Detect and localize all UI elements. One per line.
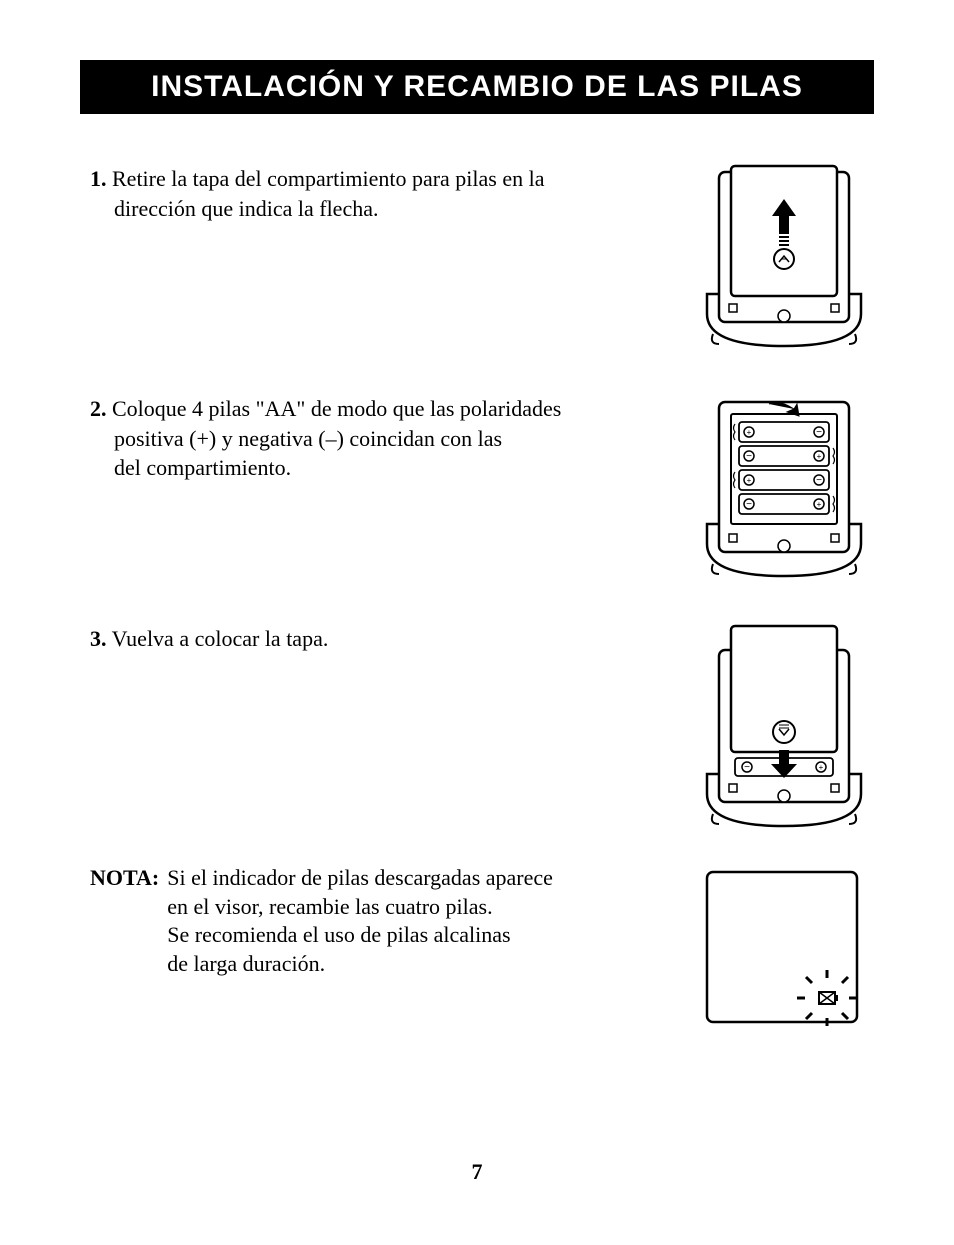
page-number: 7 [0, 1159, 954, 1185]
note-line3: Se recomienda el uso de pilas alcalinas [167, 922, 510, 947]
svg-text:−: − [816, 475, 822, 486]
note-line2: en el visor, recambie las cuatro pilas. [167, 894, 492, 919]
step-2-line2: positiva (+) y negativa (–) coincidan co… [90, 424, 674, 454]
battery-4: − + [739, 494, 829, 514]
note-diagram [694, 864, 874, 1044]
step-2-text: 2. Coloque 4 pilas "AA" de modo que las … [80, 394, 674, 483]
svg-text:+: + [817, 452, 822, 461]
step-1-line1: Retire la tapa del compartimiento para p… [112, 166, 545, 191]
note-line1: Si el indicador de pilas descargadas apa… [167, 865, 553, 890]
note-text: NOTA: Si el indicador de pilas descargad… [80, 864, 674, 978]
svg-text:−: − [744, 762, 750, 773]
step-1-row: 1. Retire la tapa del compartimiento par… [80, 164, 874, 364]
device-insert-batteries-icon: + − − + + − − + [699, 394, 869, 584]
battery-3: + − [739, 470, 829, 490]
note-label: NOTA: [90, 864, 159, 978]
svg-text:−: − [816, 427, 822, 438]
battery-2: − + [739, 446, 829, 466]
step-3-diagram: − + [694, 624, 874, 834]
note-row: NOTA: Si el indicador de pilas descargad… [80, 864, 874, 1044]
step-3-text: 3. Vuelva a colocar la tapa. [80, 624, 674, 654]
svg-text:+: + [819, 763, 824, 772]
svg-text:−: − [746, 499, 752, 510]
device-replace-cover-icon: − + [699, 624, 869, 834]
low-battery-display-icon [699, 864, 869, 1044]
step-2-diagram: + − − + + − − + [694, 394, 874, 584]
step-2-row: 2. Coloque 4 pilas "AA" de modo que las … [80, 394, 874, 594]
step-3-number: 3. [90, 626, 107, 651]
device-remove-cover-icon [699, 164, 869, 354]
svg-text:+: + [747, 476, 752, 485]
step-1-text: 1. Retire la tapa del compartimiento par… [80, 164, 674, 223]
step-1-number: 1. [90, 166, 107, 191]
svg-text:−: − [746, 451, 752, 462]
step-3-line1: Vuelva a colocar la tapa. [112, 626, 329, 651]
step-2-number: 2. [90, 396, 107, 421]
page-title: INSTALACIÓN Y RECAMBIO DE LAS PILAS [80, 60, 874, 114]
svg-text:+: + [747, 428, 752, 437]
step-1-line2: dirección que indica la flecha. [90, 194, 674, 224]
battery-1: + − [739, 422, 829, 442]
step-2-line3: del compartimiento. [90, 453, 674, 483]
step-2-line1: Coloque 4 pilas "AA" de modo que las pol… [112, 396, 561, 421]
note-line4: de larga duración. [167, 951, 325, 976]
svg-text:+: + [817, 500, 822, 509]
step-3-row: 3. Vuelva a colocar la tapa. − + [80, 624, 874, 834]
step-1-diagram [694, 164, 874, 354]
